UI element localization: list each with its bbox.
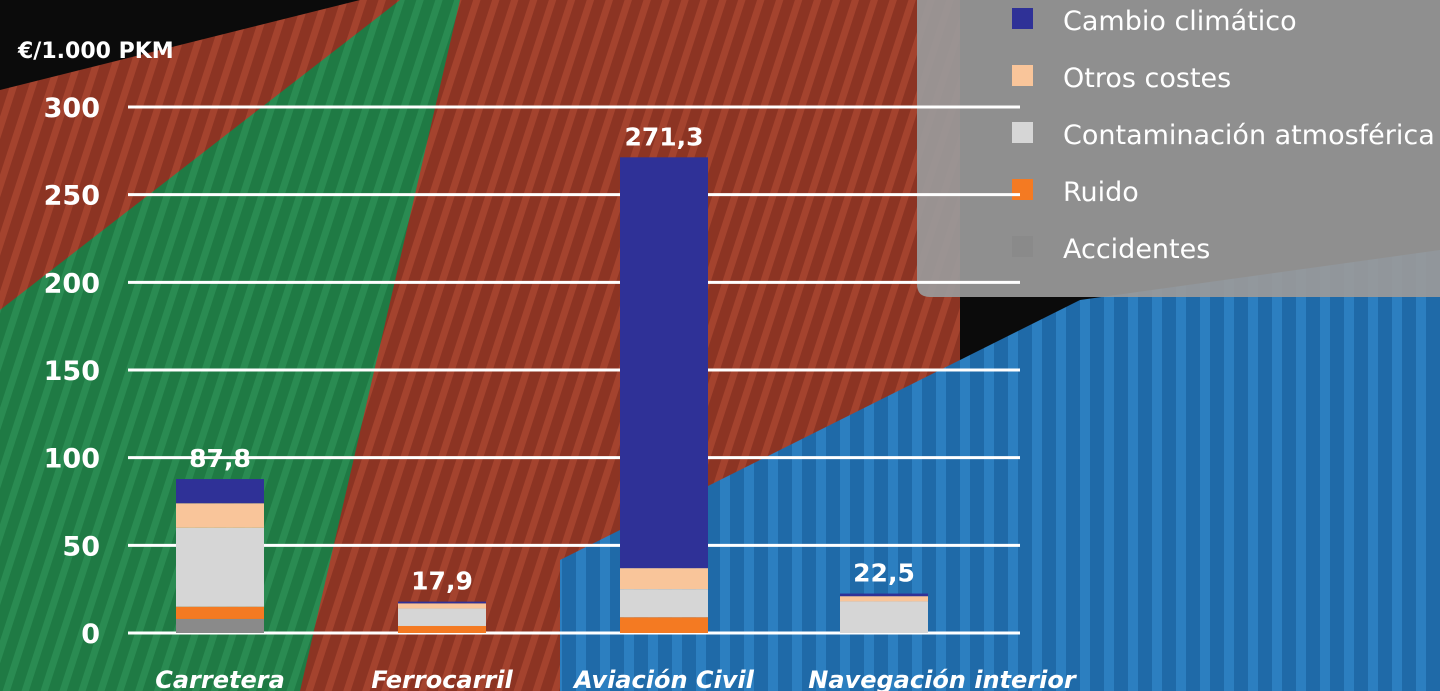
bar-segment — [176, 527, 264, 607]
bar-segment — [398, 608, 486, 626]
total-label: 17,9 — [411, 567, 473, 596]
legend-label: Accidentes — [1063, 234, 1210, 265]
legend-label: Otros costes — [1063, 63, 1231, 94]
bar-segment — [398, 625, 486, 633]
y-tick-label: 250 — [44, 181, 100, 212]
y-tick-label: 50 — [62, 531, 100, 562]
y-tick-label: 100 — [44, 444, 100, 475]
total-labels: 87,8 17,9 271,3 22,5 — [189, 122, 915, 595]
legend-swatch — [1012, 8, 1033, 29]
gridlines — [128, 105, 1020, 635]
legend-swatch — [1012, 122, 1033, 143]
y-axis-label: €/1.000 PKM — [17, 39, 174, 64]
bar-segment — [176, 606, 264, 619]
bar-segment — [840, 593, 928, 597]
bar-segment — [620, 568, 708, 590]
bar-segment — [620, 589, 708, 618]
y-tick-label: 0 — [81, 619, 100, 650]
category-labels: Carretera Ferrocarril Aviación Civil Navega… — [155, 666, 1078, 691]
y-tick-label: 300 — [44, 93, 100, 124]
bar-segment — [176, 618, 264, 633]
bar-segment — [840, 596, 928, 602]
bars — [176, 157, 928, 633]
legend-label: Ruido — [1063, 177, 1139, 208]
category-label: Carretera — [155, 666, 285, 691]
legend-swatch — [1012, 65, 1033, 86]
bar-segment — [176, 503, 264, 528]
y-tick-label: 150 — [44, 356, 100, 387]
category-label: Navegación interior — [808, 666, 1078, 691]
bar-segment — [840, 601, 928, 633]
category-label: Ferrocarril — [371, 666, 513, 691]
legend-label: Cambio climático — [1063, 6, 1297, 37]
total-label: 87,8 — [189, 444, 251, 473]
legend-swatch — [1012, 236, 1033, 257]
bar-segment — [176, 479, 264, 504]
total-label: 271,3 — [624, 122, 703, 151]
bar-segment — [620, 617, 708, 633]
legend-swatch — [1012, 179, 1033, 200]
legend-label: Contaminación atmosférica — [1063, 120, 1435, 151]
category-label: Aviación Civil — [572, 666, 754, 691]
legend: Cambio climático Otros costes Contaminació… — [917, 0, 1440, 297]
bar-segment — [398, 603, 486, 609]
total-label: 22,5 — [853, 559, 915, 588]
y-tick-label: 200 — [44, 268, 100, 299]
bar-segment — [620, 157, 708, 569]
y-tick-labels: 0 50 100 150 200 250 300 — [44, 93, 100, 650]
bar-segment — [398, 601, 486, 604]
